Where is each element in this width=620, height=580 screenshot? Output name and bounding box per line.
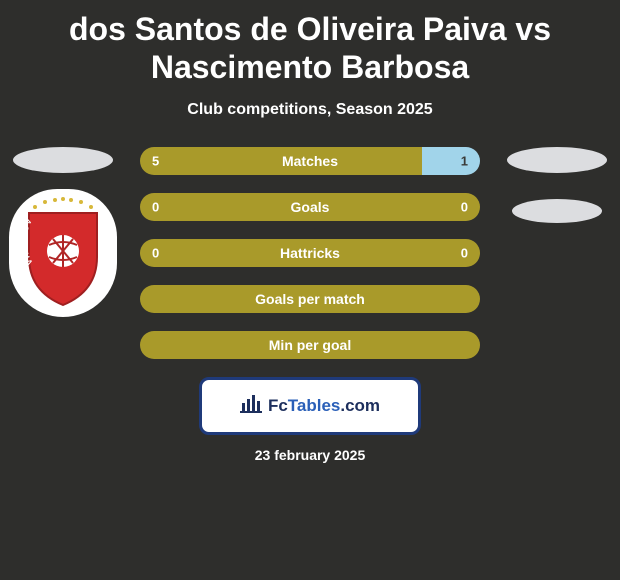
page-title: dos Santos de Oliveira Paiva vs Nascimen… [0, 0, 620, 87]
brand-prefix: Fc [268, 396, 288, 415]
footer-date: 23 february 2025 [0, 447, 620, 463]
chart-icon [240, 393, 262, 418]
compare-bar: Goals per match [140, 285, 480, 313]
comparison-card: dos Santos de Oliveira Paiva vs Nascimen… [0, 0, 620, 580]
bar-label: Goals per match [140, 291, 480, 307]
shield-icon: VILA NOVA F.C. [15, 195, 111, 311]
compare-bar: Min per goal [140, 331, 480, 359]
placeholder-ellipse [507, 147, 607, 173]
compare-bar: 00Hattricks [140, 239, 480, 267]
page-subtitle: Club competitions, Season 2025 [0, 101, 620, 119]
left-team-column: VILA NOVA F.C. [8, 147, 118, 317]
right-team-column [502, 147, 612, 223]
compare-bar: 51Matches [140, 147, 480, 175]
footer-brand-text: FcTables.com [268, 396, 380, 416]
bar-label: Min per goal [140, 337, 480, 353]
footer-brand-box: FcTables.com [199, 377, 421, 435]
placeholder-ellipse [512, 199, 602, 223]
bar-label: Hattricks [140, 245, 480, 261]
compare-bar: 00Goals [140, 193, 480, 221]
brand-suffix: .com [340, 396, 380, 415]
club-badge-vila-nova: VILA NOVA F.C. [9, 189, 117, 317]
comparison-bars: 51Matches 00Goals 00Hattricks Goals per mat… [140, 147, 480, 359]
bar-label: Matches [140, 153, 480, 169]
brand-main: Tables [288, 396, 341, 415]
placeholder-ellipse [13, 147, 113, 173]
chart-area: VILA NOVA F.C. [0, 147, 620, 359]
bar-label: Goals [140, 199, 480, 215]
